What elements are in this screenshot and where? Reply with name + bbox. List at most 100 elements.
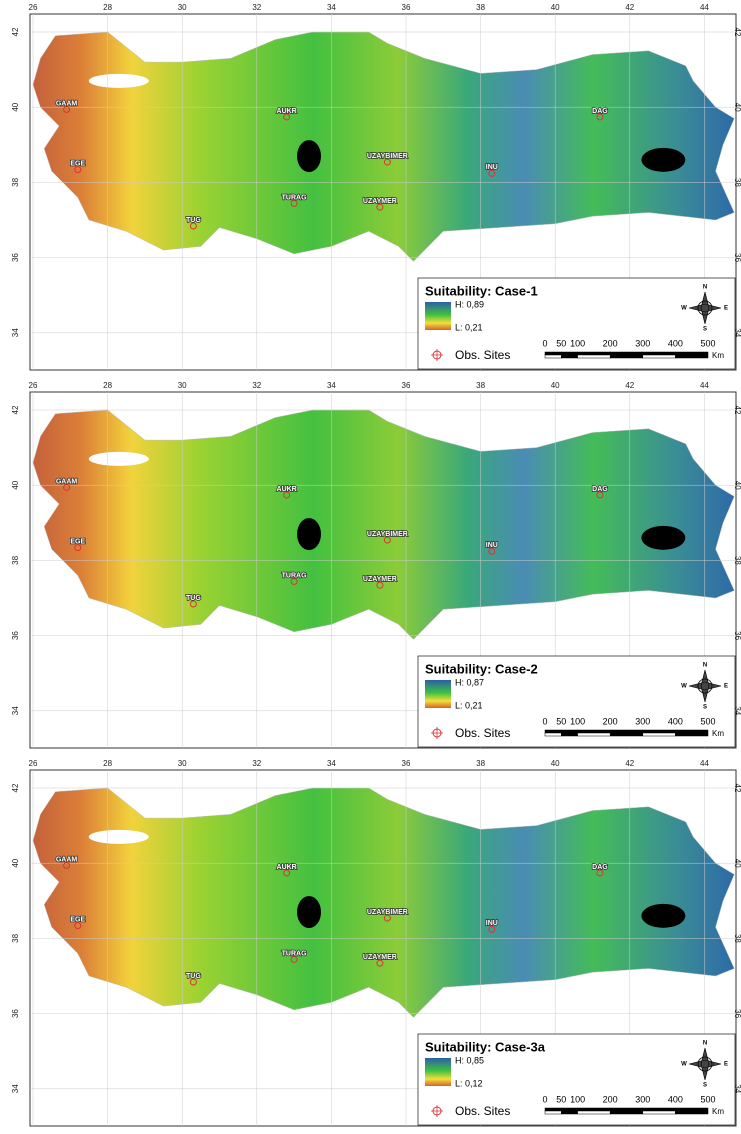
scale-label: 300 bbox=[635, 1094, 650, 1104]
scale-unit: Km bbox=[712, 351, 724, 360]
site-label: TUG bbox=[186, 217, 201, 224]
scale-label: 400 bbox=[668, 716, 683, 726]
lake bbox=[297, 896, 321, 928]
scale-segment bbox=[675, 730, 708, 733]
lake bbox=[297, 518, 321, 550]
compass-e: E bbox=[724, 1062, 728, 1068]
lat-tick-label: 40 bbox=[733, 859, 741, 868]
lon-tick-label: 40 bbox=[551, 381, 560, 390]
scale-label: 50 bbox=[556, 716, 566, 726]
site-label: AUKR bbox=[277, 486, 297, 493]
scale-segment bbox=[561, 355, 577, 358]
scale-segment bbox=[578, 1111, 611, 1114]
site-label: EGE bbox=[70, 538, 85, 545]
lat-tick-label: 42 bbox=[11, 783, 20, 792]
site-label: GAAM bbox=[56, 100, 78, 107]
site-label: DAG bbox=[592, 864, 608, 871]
site-label: UZAYBIMER bbox=[367, 531, 408, 538]
compass-s: S bbox=[703, 1083, 707, 1089]
scale-segment bbox=[578, 733, 611, 736]
lon-tick-label: 34 bbox=[327, 759, 336, 768]
lon-tick-label: 40 bbox=[551, 759, 560, 768]
lon-tick-label: 26 bbox=[29, 759, 38, 768]
scale-segment bbox=[610, 1111, 643, 1114]
scale-label: 0 bbox=[542, 716, 547, 726]
marmara-sea bbox=[89, 74, 149, 88]
site-label: AUKR bbox=[277, 864, 297, 871]
lon-tick-label: 42 bbox=[625, 759, 634, 768]
site-label: INU bbox=[486, 920, 498, 927]
site-label: AUKR bbox=[277, 108, 297, 115]
legend-site-label: Obs. Sites bbox=[455, 726, 510, 740]
scale-segment bbox=[675, 1108, 708, 1111]
compass-s: S bbox=[703, 327, 707, 333]
compass-e: E bbox=[724, 684, 728, 690]
scale-segment bbox=[610, 730, 643, 733]
lake bbox=[641, 904, 685, 928]
lat-tick-label: 40 bbox=[733, 481, 741, 490]
legend-ramp bbox=[425, 680, 451, 708]
site-label: UZAYMER bbox=[363, 954, 397, 961]
compass-s: S bbox=[703, 705, 707, 711]
lon-tick-label: 34 bbox=[327, 3, 336, 12]
lat-tick-label: 34 bbox=[11, 1084, 20, 1093]
legend-title: Suitability: Case-2 bbox=[425, 661, 538, 676]
marmara-sea bbox=[89, 830, 149, 844]
lat-tick-label: 38 bbox=[733, 934, 741, 943]
site-label: EGE bbox=[70, 160, 85, 167]
scale-segment bbox=[675, 1111, 708, 1114]
legend-low: L: 0,21 bbox=[455, 700, 483, 710]
site-label: EGE bbox=[70, 916, 85, 923]
scale-segment bbox=[643, 733, 676, 736]
site-label: GAAM bbox=[56, 478, 78, 485]
scale-segment bbox=[561, 733, 577, 736]
lat-tick-label: 40 bbox=[11, 480, 20, 489]
scale-segment bbox=[675, 352, 708, 355]
site-label: TUG bbox=[186, 595, 201, 602]
scale-label: 100 bbox=[570, 716, 585, 726]
scale-label: 500 bbox=[700, 1094, 715, 1104]
lon-tick-label: 26 bbox=[29, 381, 38, 390]
site-label: INU bbox=[486, 542, 498, 549]
lat-tick-label: 36 bbox=[11, 253, 20, 262]
compass-w: W bbox=[681, 306, 687, 312]
site-label: UZAYMER bbox=[363, 198, 397, 205]
lon-tick-label: 44 bbox=[700, 759, 709, 768]
scale-label: 0 bbox=[542, 1094, 547, 1104]
legend-site-label: Obs. Sites bbox=[455, 348, 510, 362]
scale-segment bbox=[610, 1108, 643, 1111]
lon-tick-label: 44 bbox=[700, 3, 709, 12]
lat-tick-label: 38 bbox=[11, 177, 20, 186]
scale-segment bbox=[545, 1108, 561, 1111]
lake bbox=[297, 140, 321, 172]
scale-segment bbox=[610, 355, 643, 358]
scale-segment bbox=[675, 733, 708, 736]
lat-tick-label: 42 bbox=[733, 28, 741, 37]
legend-low: L: 0,12 bbox=[455, 1078, 483, 1088]
lat-tick-label: 42 bbox=[11, 27, 20, 36]
scale-segment bbox=[545, 355, 561, 358]
lon-tick-label: 26 bbox=[29, 3, 38, 12]
legend-high: H: 0,89 bbox=[455, 299, 484, 309]
lon-tick-label: 32 bbox=[252, 381, 261, 390]
lake bbox=[641, 526, 685, 550]
scale-label: 500 bbox=[700, 338, 715, 348]
scale-segment bbox=[643, 355, 676, 358]
scale-segment bbox=[643, 1111, 676, 1114]
lon-tick-label: 38 bbox=[476, 381, 485, 390]
site-label: DAG bbox=[592, 108, 608, 115]
scale-segment bbox=[610, 352, 643, 355]
lon-tick-label: 28 bbox=[103, 381, 112, 390]
scale-label: 0 bbox=[542, 338, 547, 348]
lon-tick-label: 28 bbox=[103, 759, 112, 768]
lat-tick-label: 36 bbox=[733, 253, 741, 262]
scale-segment bbox=[643, 1108, 676, 1111]
compass-n: N bbox=[703, 663, 707, 669]
site-label: UZAYMER bbox=[363, 576, 397, 583]
lat-tick-label: 38 bbox=[733, 178, 741, 187]
lat-tick-label: 42 bbox=[11, 405, 20, 414]
lon-tick-label: 34 bbox=[327, 381, 336, 390]
scale-segment bbox=[675, 355, 708, 358]
legend-ramp bbox=[425, 302, 451, 330]
